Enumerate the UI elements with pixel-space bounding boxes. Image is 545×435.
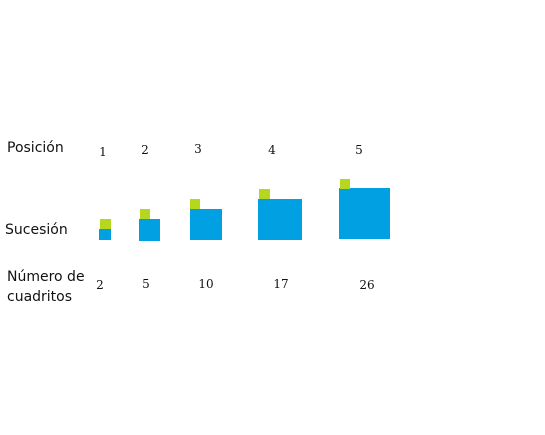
position-row-label: Posición [7,140,64,156]
figure-5-blue-square [339,188,390,239]
count-number-4: 17 [273,277,289,291]
count-number-2: 5 [142,277,150,291]
position-number-1: 1 [99,145,107,159]
figure-5-green-square [340,179,350,189]
figure-1-green-square [100,219,111,229]
count-row-label-line2: cuadritos [7,289,73,305]
count-number-3: 10 [198,277,214,291]
position-number-4: 4 [268,143,276,157]
count-number-1: 2 [96,278,104,292]
figure-2-green-square [140,209,150,219]
position-number-2: 2 [141,143,149,157]
count-number-5: 26 [359,278,375,292]
sequence-row-label: Sucesión [5,222,68,238]
count-row-label-line1: Número de [7,269,85,285]
figure-3-green-square [190,199,200,209]
figure-1-blue-square [99,229,111,240]
figure-4-blue-square [258,199,302,240]
position-number-3: 3 [194,142,202,156]
figure-4-green-square [259,189,270,199]
position-number-5: 5 [355,143,363,157]
figure-3-blue-square [190,209,222,240]
figure-2-blue-square [139,219,160,241]
